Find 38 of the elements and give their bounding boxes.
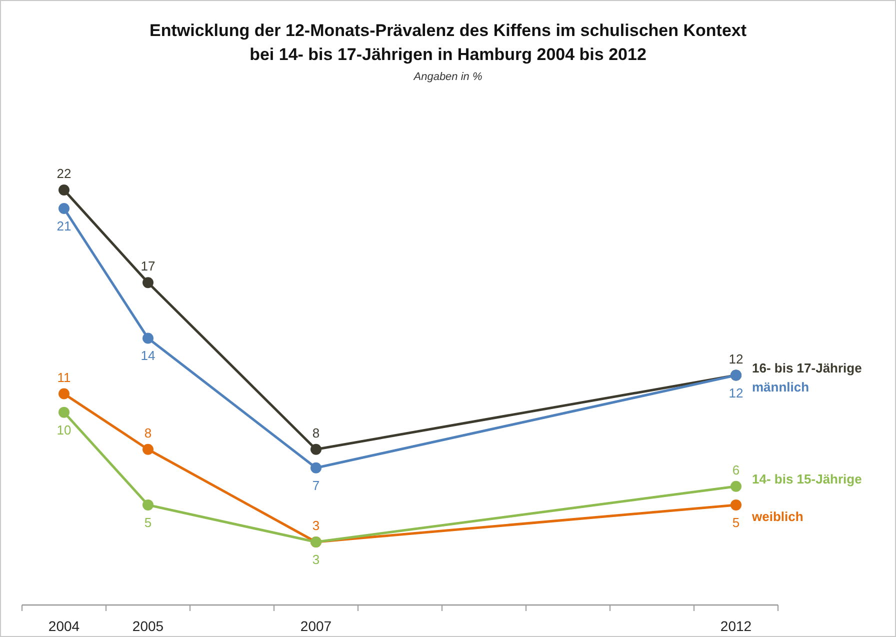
data-label: 21	[56, 218, 72, 234]
x-tick-label: 2004	[48, 618, 80, 634]
data-label: 12	[728, 385, 744, 400]
data-label: 3	[312, 518, 320, 533]
chart-title: Entwicklung der 12-Monats-Prävalenz des Kiffens im schulischen Kontext bei 14- bis 17-Jährigen in Hamburg 2004 bis 2012	[149, 21, 747, 64]
point	[142, 444, 154, 455]
series-label: 16- bis 17-Jährige	[752, 360, 862, 376]
data-label: 5	[732, 514, 740, 530]
x-tick-label: 2007	[300, 618, 332, 634]
data-label: 14	[140, 348, 156, 364]
data-label: 3	[312, 552, 320, 567]
point	[142, 277, 154, 288]
data-label: 6	[732, 462, 740, 478]
chart-subtitle: Angaben in %	[412, 71, 482, 83]
series-label: weiblich	[751, 508, 804, 524]
data-label: 7	[312, 478, 320, 493]
point	[58, 203, 70, 214]
point	[58, 406, 70, 418]
point	[310, 462, 322, 474]
data-label: 10	[56, 422, 72, 438]
data-label: 17	[140, 258, 156, 274]
point	[58, 388, 70, 400]
point	[730, 480, 742, 492]
x-tick-label: 2005	[132, 618, 164, 634]
data-label: 22	[56, 166, 72, 181]
data-label: 5	[144, 514, 152, 530]
point	[730, 499, 742, 510]
point	[142, 499, 154, 510]
point	[310, 444, 322, 455]
data-label: 11	[57, 370, 71, 385]
x-tick-label: 2012	[720, 618, 752, 634]
data-label: 8	[144, 425, 152, 440]
series-label: 14- bis 15-Jährige	[752, 471, 862, 486]
point	[142, 332, 154, 344]
series-label: männlich	[752, 379, 810, 394]
data-label: 12	[728, 351, 744, 366]
data-label: 8	[312, 425, 320, 440]
point	[58, 184, 70, 196]
